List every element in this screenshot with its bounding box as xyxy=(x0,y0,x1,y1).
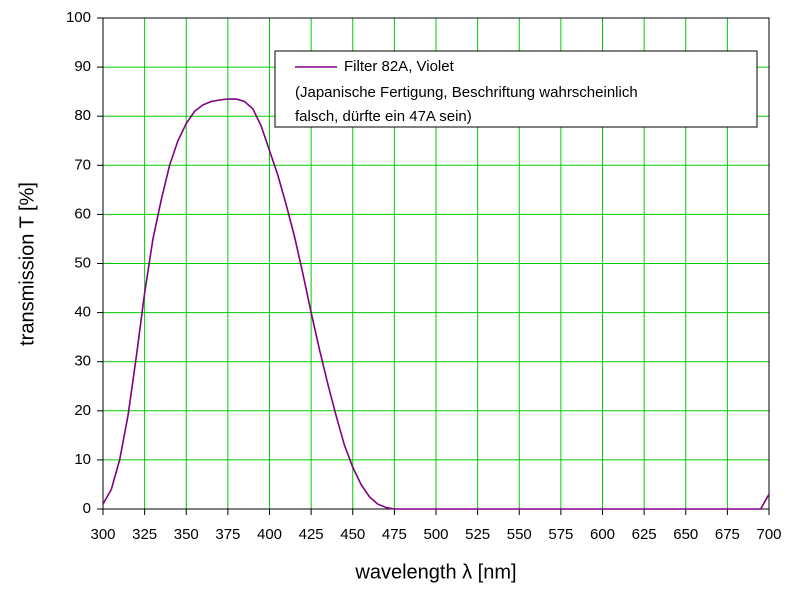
legend-note: falsch, dürfte ein 47A sein) xyxy=(295,108,472,125)
legend-label: Filter 82A, Violet xyxy=(344,58,455,75)
x-tick-label: 575 xyxy=(548,526,573,543)
y-tick-label: 30 xyxy=(74,353,91,370)
line-series xyxy=(102,98,770,510)
y-tick-label: 60 xyxy=(74,205,91,222)
x-tick-label: 525 xyxy=(465,526,490,543)
x-tick-label: 500 xyxy=(423,526,448,543)
x-tick-label: 450 xyxy=(340,526,365,543)
y-tick-label: 100 xyxy=(66,9,91,26)
y-tick-label: 0 xyxy=(83,500,91,517)
y-tick-label: 80 xyxy=(74,107,91,124)
y-tick-label: 40 xyxy=(74,304,91,321)
legend-box xyxy=(274,50,758,128)
x-tick-label: 675 xyxy=(715,526,740,543)
y-tick-label: 20 xyxy=(74,402,91,419)
x-tick-label: 325 xyxy=(132,526,157,543)
x-tick-label: 475 xyxy=(382,526,407,543)
x-tick-label: 600 xyxy=(590,526,615,543)
y-tick-label: 90 xyxy=(74,58,91,75)
x-tick-label: 650 xyxy=(673,526,698,543)
x-tick-label: 350 xyxy=(174,526,199,543)
x-tick-label: 425 xyxy=(299,526,324,543)
x-tick-label: 400 xyxy=(257,526,282,543)
y-axis-title: transmission T [%] xyxy=(16,182,38,346)
x-tick-label: 300 xyxy=(90,526,115,543)
x-tick-label: 375 xyxy=(215,526,240,543)
x-tick-label: 700 xyxy=(756,526,781,543)
x-axis-title: wavelength λ [nm] xyxy=(354,561,516,583)
y-tick-label: 70 xyxy=(74,156,91,173)
legend-note: (Japanische Fertigung, Beschriftung wahr… xyxy=(295,84,638,101)
x-tick-label: 625 xyxy=(632,526,657,543)
y-tick-label: 50 xyxy=(74,254,91,271)
x-tick-label: 550 xyxy=(507,526,532,543)
y-tick-label: 10 xyxy=(74,451,91,468)
